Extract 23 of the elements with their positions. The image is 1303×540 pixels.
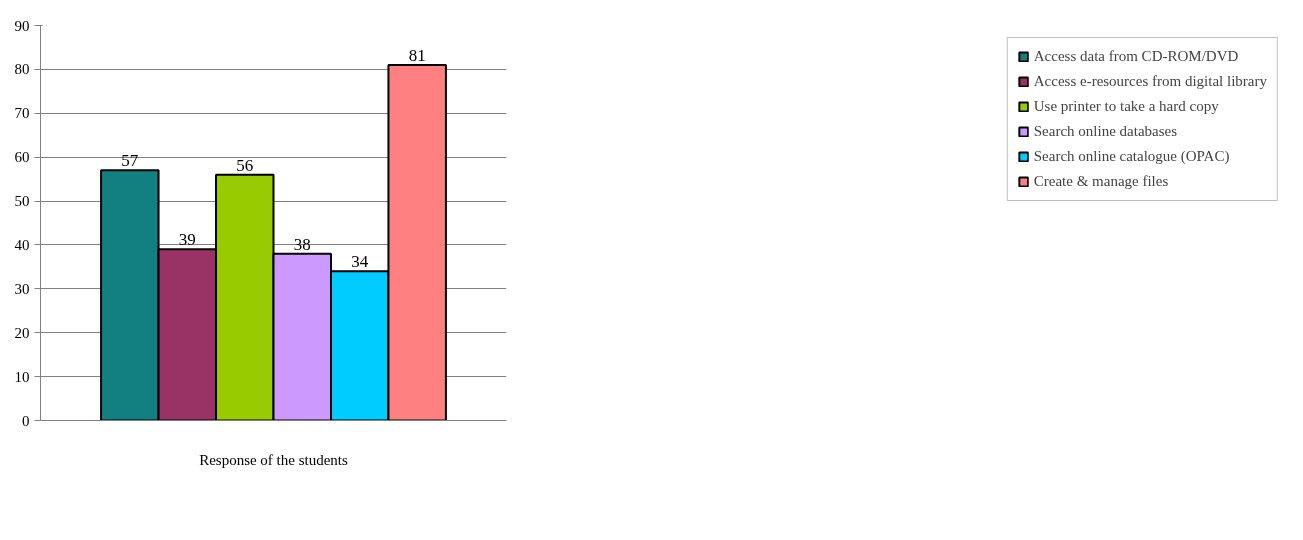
legend-label: Access data from CD-ROM/DVD [1033,48,1239,65]
data-label: 34 [351,252,369,272]
y-tick-label: 60 [14,149,30,166]
data-label: 39 [178,230,196,250]
x-tick-label: Response of the students [199,451,349,468]
legend-label: Use printer to take a hard copy [1033,98,1219,115]
legend-label: Search online databases [1033,123,1178,140]
y-tick-label: 70 [14,105,30,122]
y-tick-label: 0 [22,412,30,429]
y-tick-label: 30 [14,280,30,297]
legend-label: Access e-resources from digital library [1033,73,1267,90]
data-label: 56 [236,155,254,175]
data-label: 81 [408,46,426,65]
y-tick-label: 50 [14,193,30,210]
data-label: 38 [293,234,311,254]
y-tick-label: 10 [14,368,30,385]
y-tick-label: 80 [14,61,30,78]
y-tick-label: 20 [14,324,30,341]
data-label: 57 [121,151,139,171]
legend-label: Create & manage files [1033,173,1169,190]
y-tick-label: 90 [14,17,30,34]
y-tick-label: 40 [14,236,30,253]
legend-label: Search online catalogue (OPAC) [1033,148,1230,165]
